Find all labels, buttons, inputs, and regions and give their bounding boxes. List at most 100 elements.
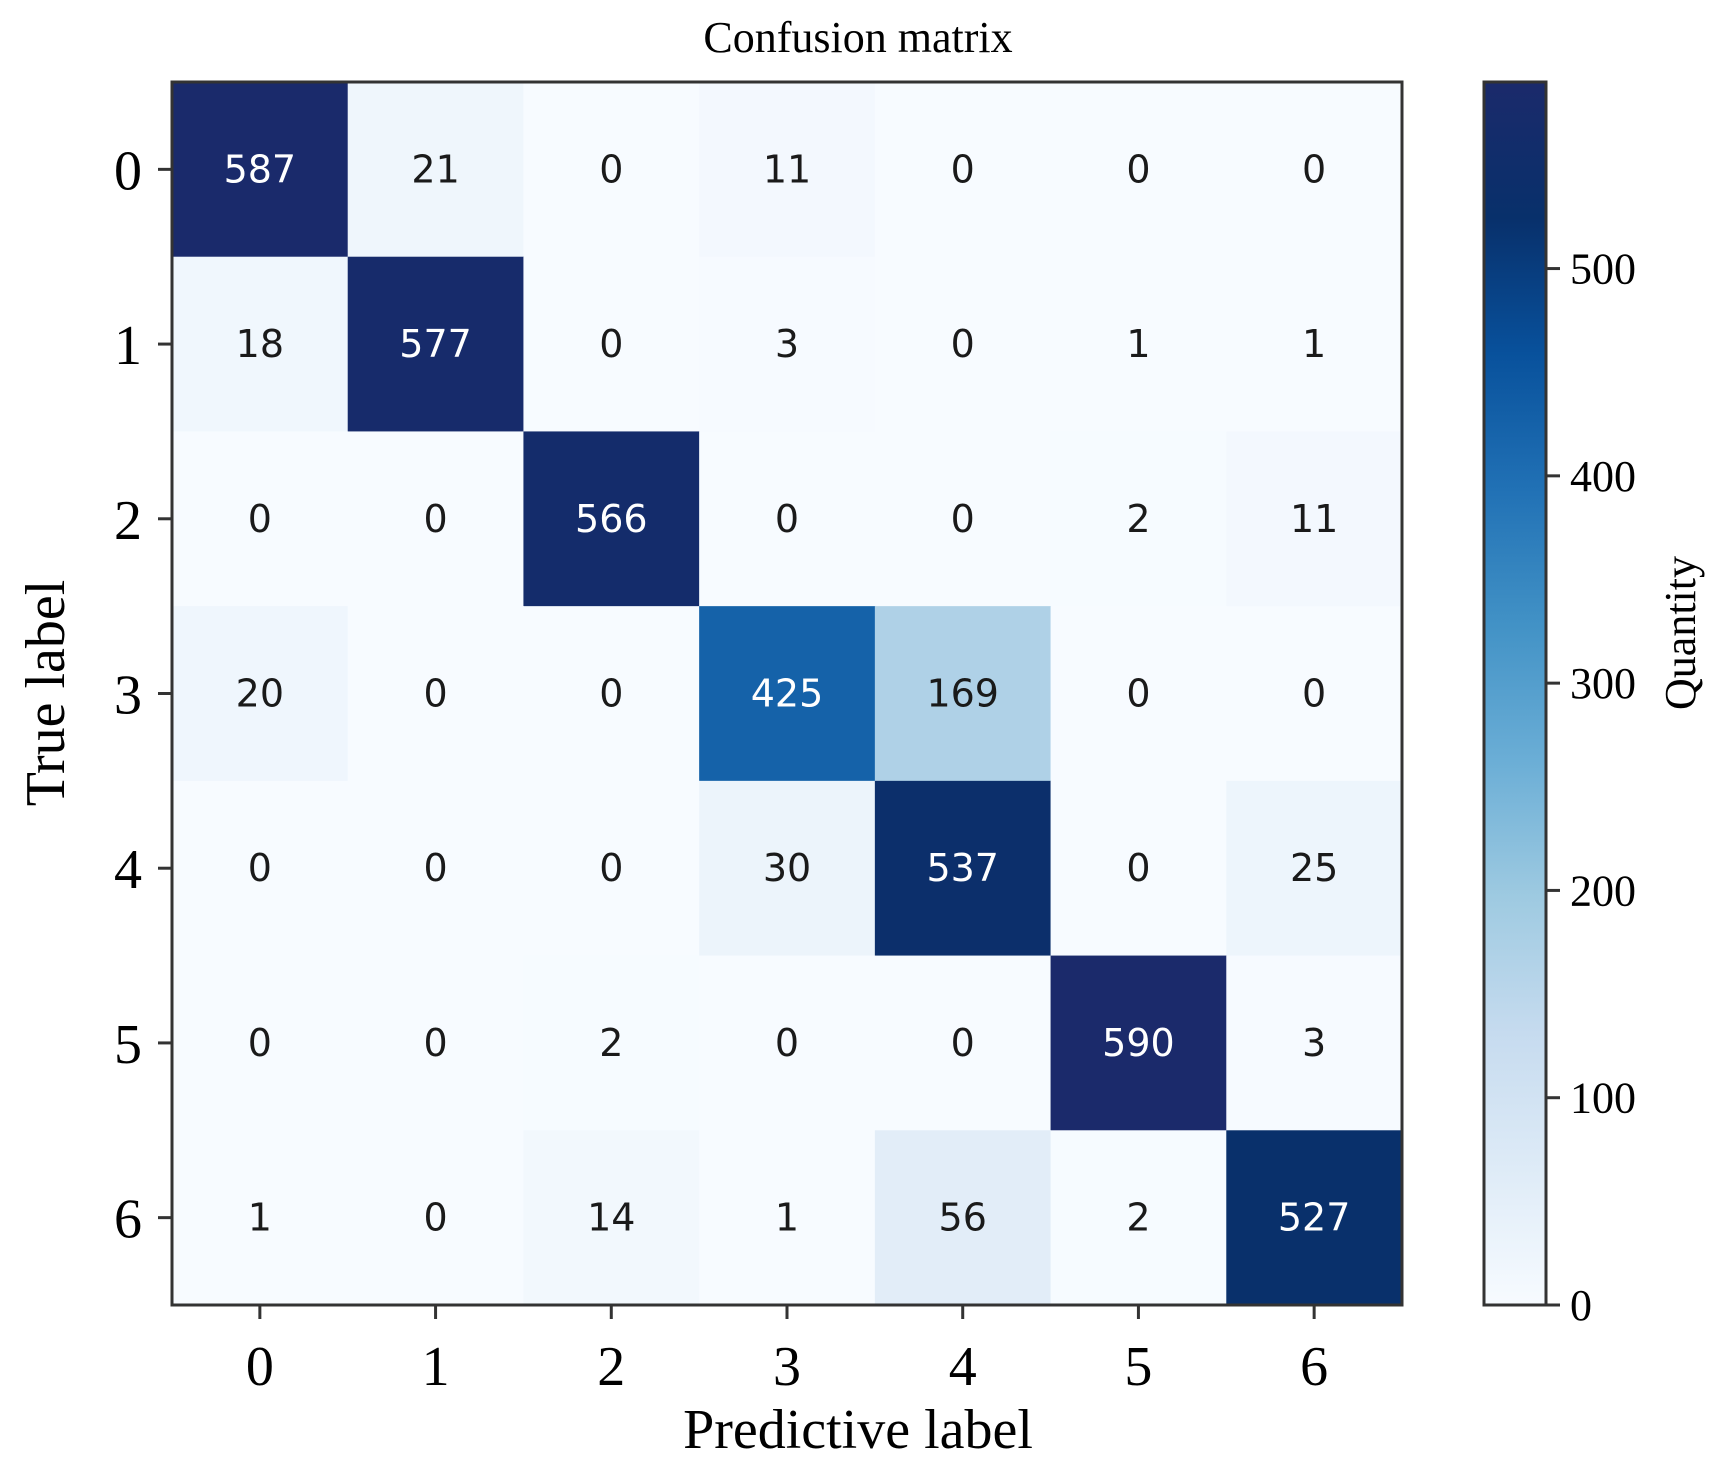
heatmap-cell (874, 1130, 1052, 1306)
cell-value-label: 0 (599, 147, 623, 191)
cell-value-label: 2 (599, 1021, 623, 1065)
cell-value-label: 0 (1302, 147, 1326, 191)
heatmap-cell (874, 955, 1052, 1131)
cell-value-label: 11 (763, 147, 811, 191)
heatmap-cell (523, 431, 700, 607)
heatmap-cell (523, 1130, 700, 1306)
heatmap-cell (347, 955, 524, 1131)
heatmap-cell (523, 955, 700, 1131)
cell-value-label: 11 (1290, 497, 1338, 541)
heatmap-cell (172, 1130, 349, 1306)
chart-title: Confusion matrix (703, 13, 1012, 62)
cell-value-label: 14 (587, 1196, 635, 1240)
heatmap-cell (523, 606, 700, 782)
heatmap-cell (699, 606, 876, 782)
heatmap-cell (1226, 606, 1403, 782)
heatmap-cell (347, 780, 524, 957)
cell-value-label: 1 (1126, 322, 1150, 366)
cell-value-label: 590 (1102, 1021, 1175, 1065)
heatmap-cell (874, 256, 1052, 432)
cell-value-label: 527 (1278, 1196, 1351, 1240)
heatmap-cell (347, 606, 524, 782)
x-tick-label: 5 (1124, 1336, 1152, 1398)
cell-value-label: 25 (1290, 846, 1338, 890)
cell-value-label: 0 (248, 497, 272, 541)
cell-value-label: 2 (1126, 1196, 1150, 1240)
cell-value-label: 3 (775, 322, 799, 366)
heatmap-cell (1226, 1130, 1403, 1306)
y-tick-label: 1 (114, 315, 142, 377)
colorbar-tick-label: 400 (1570, 452, 1636, 501)
heatmap-cell (1050, 780, 1227, 957)
cell-value-label: 0 (248, 1021, 272, 1065)
heatmap-cell (1226, 82, 1403, 258)
x-tick-label: 1 (422, 1336, 450, 1398)
heatmap-cell (699, 780, 876, 957)
cell-value-label: 3 (1302, 1021, 1326, 1065)
heatmap-cells (172, 82, 1403, 1306)
heatmap-cell (172, 606, 349, 782)
x-tick-label: 6 (1300, 1336, 1328, 1398)
cell-value-label: 0 (599, 846, 623, 890)
x-axis-label: Predictive label (683, 1399, 1033, 1461)
cell-value-label: 1 (775, 1196, 799, 1240)
cell-value-label: 0 (951, 147, 975, 191)
cell-value-label: 0 (775, 1021, 799, 1065)
y-tick-label: 4 (114, 839, 142, 901)
heatmap-cell (347, 431, 524, 607)
cell-value-label: 0 (1302, 672, 1326, 716)
heatmap-cell (874, 82, 1052, 258)
heatmap-cell (172, 82, 349, 258)
cell-value-label: 30 (763, 846, 811, 890)
cell-value-label: 2 (1126, 497, 1150, 541)
cell-value-label: 587 (224, 147, 297, 191)
heatmap-cell (1050, 431, 1227, 607)
colorbar-tick-label: 300 (1570, 659, 1636, 708)
x-tick-label: 0 (246, 1336, 274, 1398)
heatmap-cell (347, 82, 524, 258)
cell-value-label: 18 (236, 322, 284, 366)
heatmap-cell (699, 955, 876, 1131)
x-tick-label: 3 (773, 1336, 801, 1398)
y-axis: 0 1 2 3 4 5 6 (114, 140, 172, 1251)
heatmap-cell (1226, 431, 1403, 607)
cell-value-label: 169 (926, 672, 999, 716)
y-axis-label: True label (15, 580, 77, 807)
cell-value-label: 0 (775, 497, 799, 541)
colorbar (1482, 80, 1548, 1307)
heatmap-cell (347, 1130, 524, 1306)
heatmap-cell (874, 431, 1052, 607)
heatmap-cell (1226, 780, 1403, 957)
cell-value-label: 0 (423, 1196, 447, 1240)
heatmap-cell (699, 1130, 876, 1306)
heatmap-cell (172, 780, 349, 957)
y-tick-label: 5 (114, 1014, 142, 1076)
colorbar-axis: 0 100 200 300 400 500 (1546, 245, 1636, 1330)
cell-value-label: 577 (399, 322, 472, 366)
colorbar-tick-label: 0 (1570, 1281, 1592, 1330)
cell-value-label: 425 (751, 672, 824, 716)
heatmap-cell (172, 955, 349, 1131)
heatmap-cell (523, 256, 700, 432)
cell-value-label: 0 (1126, 672, 1150, 716)
y-tick-label: 6 (114, 1189, 142, 1251)
heatmap-cell (1050, 256, 1227, 432)
y-tick-label: 2 (114, 490, 142, 552)
heatmap-cell (699, 256, 876, 432)
cell-value-label: 0 (1126, 147, 1150, 191)
cell-value-label: 1 (248, 1196, 272, 1240)
cell-value-label: 0 (951, 322, 975, 366)
heatmap-cell (1050, 955, 1227, 1131)
heatmap-cell (172, 431, 349, 607)
y-tick-label: 3 (114, 665, 142, 727)
colorbar-tick-label: 100 (1570, 1074, 1636, 1123)
colorbar-tick-label: 200 (1570, 866, 1636, 915)
colorbar-label: Quantity (1656, 556, 1705, 710)
cell-value-label: 0 (599, 322, 623, 366)
x-tick-label: 4 (949, 1336, 977, 1398)
cell-value-label: 0 (951, 1021, 975, 1065)
heatmap-cell (1226, 955, 1403, 1131)
heatmap-cell (523, 82, 700, 258)
